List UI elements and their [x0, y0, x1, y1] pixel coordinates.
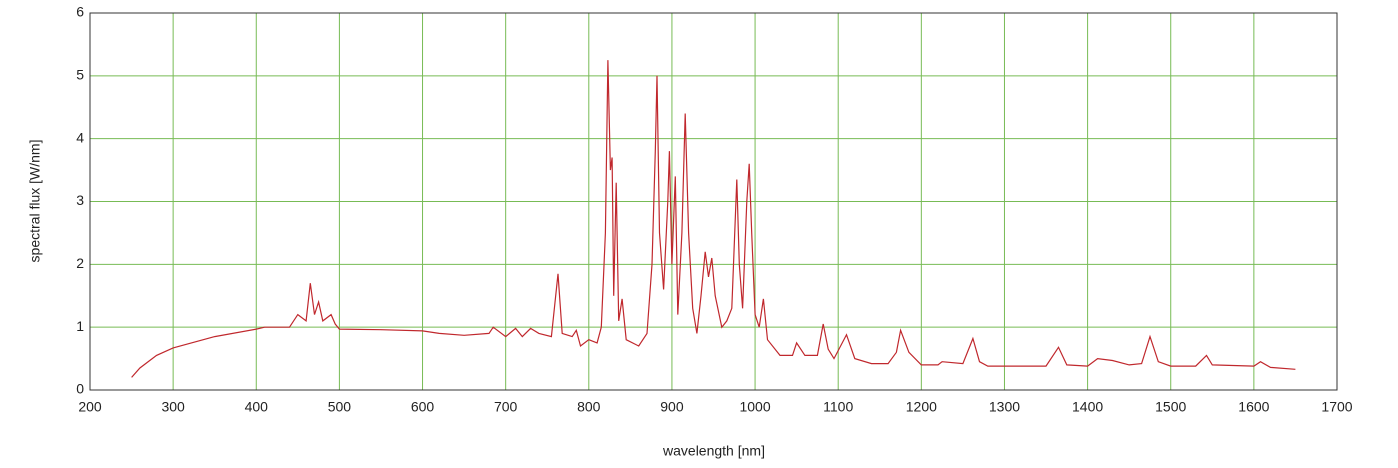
y-tick-label: 1: [76, 318, 84, 334]
x-tick-label: 600: [411, 399, 435, 415]
x-tick-label: 1100: [823, 399, 853, 415]
y-tick-label: 2: [76, 255, 84, 271]
y-tick-label: 4: [76, 129, 84, 145]
x-tick-label: 400: [245, 399, 269, 415]
x-tick-label: 1000: [739, 399, 770, 415]
x-axis-label: wavelength [nm]: [662, 443, 765, 459]
x-tick-label: 500: [328, 399, 352, 415]
spectrum-line: [131, 60, 1296, 378]
x-tick-label: 800: [577, 399, 601, 415]
y-tick-label: 5: [76, 67, 84, 83]
x-tick-label: 200: [78, 399, 102, 415]
x-tick-label: 1600: [1238, 399, 1269, 415]
x-tick-label: 1300: [989, 399, 1020, 415]
x-tick-label: 700: [494, 399, 518, 415]
x-tick-label: 1400: [1072, 399, 1103, 415]
x-tick-label: 1700: [1321, 399, 1352, 415]
plot-frame: [89, 12, 1338, 391]
x-tick-label: 1500: [1155, 399, 1186, 415]
y-tick-label: 0: [76, 381, 84, 397]
y-tick-label: 3: [76, 192, 84, 208]
y-tick-label: 6: [76, 4, 84, 20]
x-tick-label: 1200: [906, 399, 937, 415]
y-axis-label: spectral flux [W/nm]: [27, 140, 43, 263]
x-tick-label: 300: [161, 399, 185, 415]
x-tick-label: 900: [660, 399, 684, 415]
